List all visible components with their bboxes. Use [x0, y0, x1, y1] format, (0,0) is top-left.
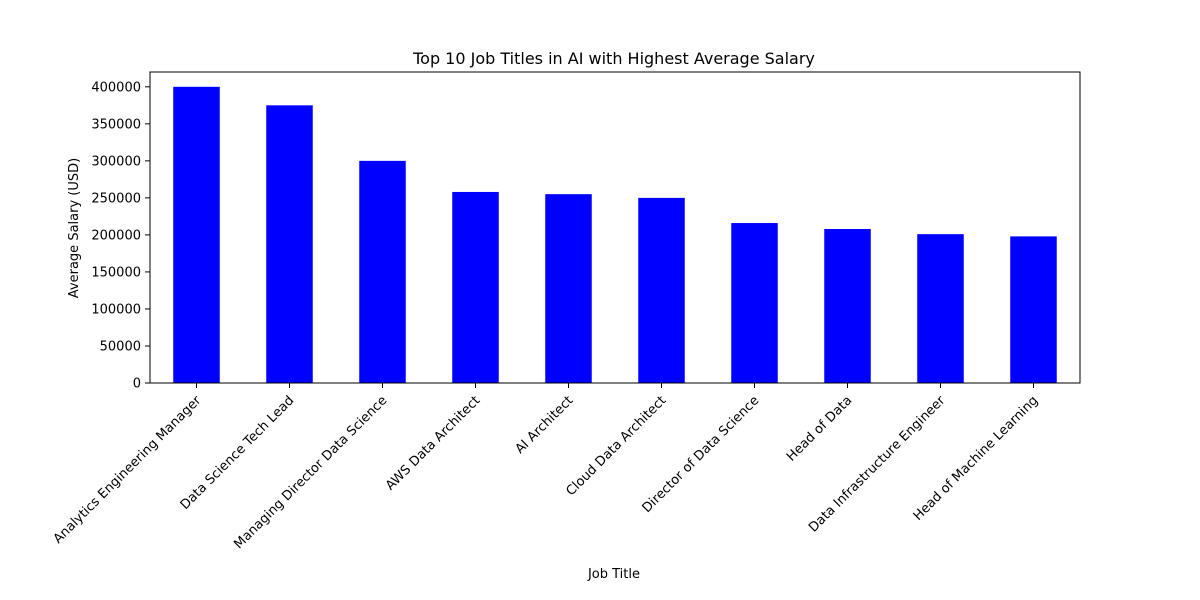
y-tick-label-7: 350000: [91, 117, 141, 132]
y-tick-label-6: 300000: [91, 154, 141, 169]
x-tick-label-2: Managing Director Data Science: [231, 393, 390, 552]
x-tick-label-0: Analytics Engineering Manager: [51, 393, 205, 547]
y-tick-label-1: 50000: [100, 339, 141, 354]
bar-4: [545, 194, 592, 383]
x-tick-label-7: Head of Data: [784, 393, 855, 464]
bar-8: [917, 234, 964, 383]
bar-1: [266, 105, 313, 384]
plot-frame: [149, 71, 1081, 384]
y-axis-label: Average Salary (USD): [67, 158, 82, 298]
y-axis: 0 50000 100000 150000 200000 250000 300000 3500…: [91, 80, 150, 392]
bar-0: [173, 86, 220, 384]
bar-3: [452, 191, 499, 383]
x-tick-label-4: AI Architect: [513, 393, 577, 457]
x-tick-label-5: Cloud Data Architect: [563, 393, 669, 499]
bar-9: [1010, 236, 1057, 383]
y-tick-label-3: 150000: [91, 265, 141, 280]
chart-title: Top 10 Job Titles in AI with Highest Ave…: [412, 49, 815, 68]
y-tick-label-0: 0: [133, 377, 141, 392]
y-tick-label-2: 100000: [91, 302, 141, 317]
y-tick-label-4: 200000: [91, 228, 141, 243]
bar-2: [359, 160, 406, 383]
bar-6: [731, 223, 778, 383]
x-axis-label: Job Title: [587, 567, 640, 582]
y-tick-label-5: 250000: [91, 191, 141, 206]
bar-5: [638, 197, 685, 383]
y-tick-label-8: 400000: [91, 80, 141, 95]
x-tick-label-3: AWS Data Architect: [383, 393, 483, 493]
bars-layer: [173, 86, 1057, 384]
bar-7: [824, 228, 871, 383]
